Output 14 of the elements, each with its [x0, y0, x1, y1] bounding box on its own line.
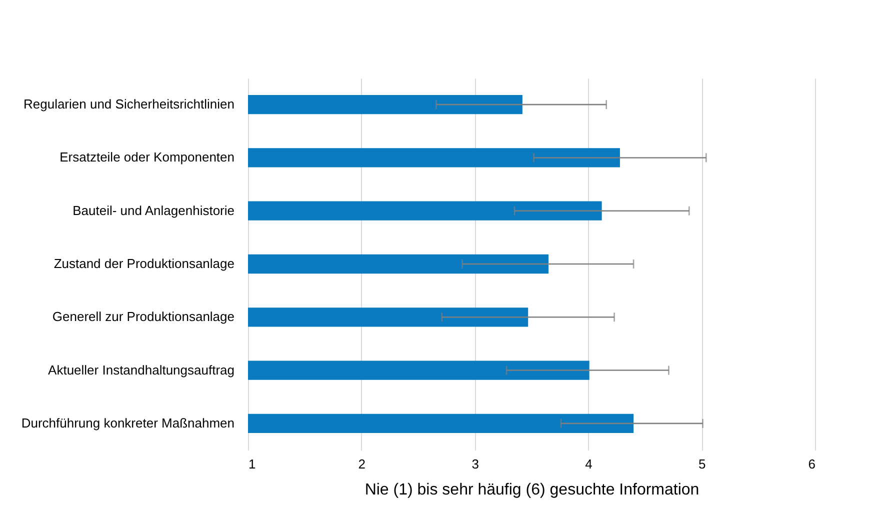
x-tick-label: 2 — [358, 456, 366, 472]
x-tick-label: 1 — [248, 456, 256, 472]
y-tick-label: Zustand der Produktionsanlage — [54, 256, 234, 271]
x-axis-title: Nie (1) bis sehr häufig (6) gesuchte Information — [364, 482, 700, 498]
y-tick-label: Ersatzteile oder Komponenten — [60, 150, 234, 165]
y-tick-label: Regularien und Sicherheitsrichtlinien — [23, 96, 234, 112]
y-tick-label: Aktueller Instandhaltungsauftrag — [48, 362, 234, 378]
x-tick-label: 3 — [472, 456, 479, 472]
x-tick-label: 4 — [585, 456, 592, 472]
y-tick-label: Bauteil- und Anlagenhistorie — [72, 202, 234, 218]
y-tick-label: Durchführung konkreter Maßnahmen — [21, 415, 234, 430]
x-tick-label: 6 — [808, 456, 816, 472]
x-tick-label: 5 — [698, 456, 706, 472]
y-tick-label: Generell zur Produktionsanlage — [52, 309, 234, 324]
